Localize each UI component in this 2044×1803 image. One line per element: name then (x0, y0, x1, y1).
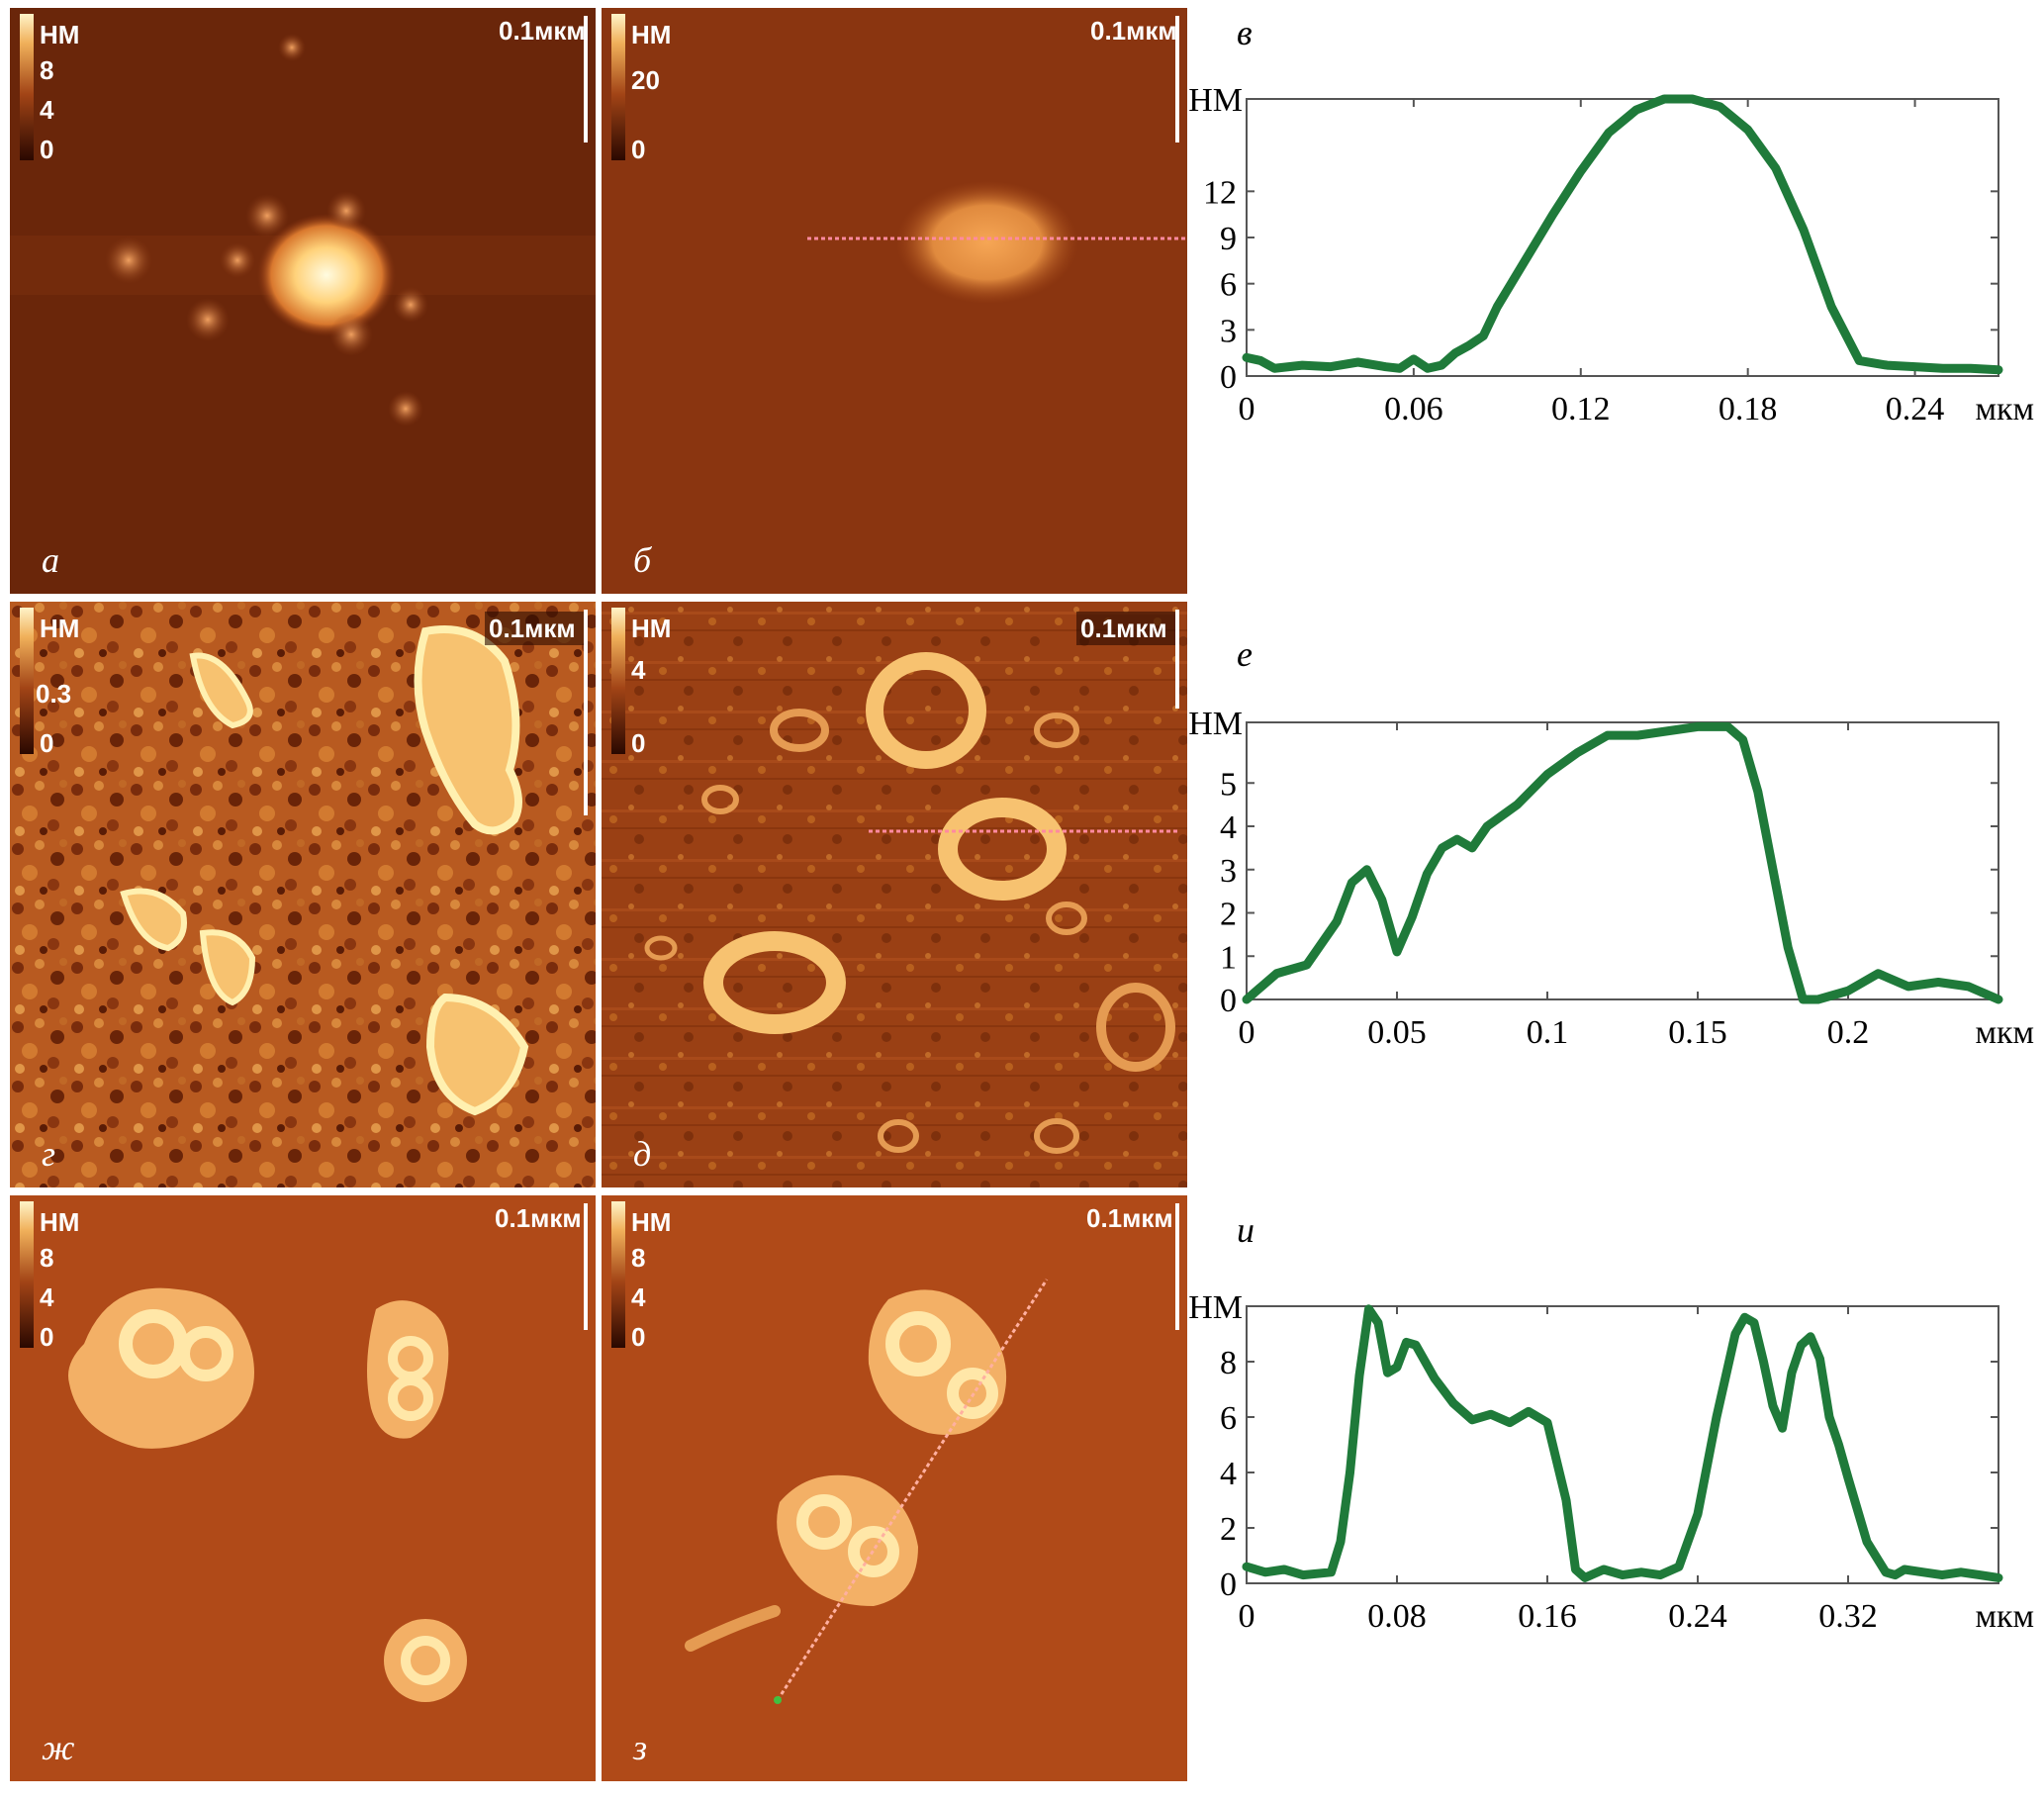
x-tick-label: 0.06 (1384, 391, 1443, 427)
scale-bar (584, 1203, 588, 1330)
scale-bar (1175, 16, 1179, 142)
panel-letter: г (42, 1134, 55, 1174)
colorbar-tick: 0 (40, 728, 53, 758)
height-profile-chart-e: 0 0.05 0.1 0.15 0.2 0 1 2 3 4 5 НМ мкм (1187, 693, 2044, 1108)
y-tick-label: 5 (1220, 766, 1237, 803)
colorbar-tick: 4 (631, 655, 646, 685)
y-tick-label: 12 (1203, 174, 1237, 211)
y-tick-label: 6 (1220, 267, 1237, 304)
colorbar-tick: 4 (40, 1282, 54, 1312)
afm-panel-b: НМ 20 0 0.1мкм б (602, 8, 1187, 594)
chart-letter: е (1237, 634, 1253, 674)
panel-letter: б (633, 540, 653, 580)
colorbar-tick: 0 (40, 135, 53, 164)
afm-panel-a: НМ 8 4 0 0.1мкм а (10, 8, 596, 594)
x-axis-label: мкм (1975, 1014, 2034, 1051)
y-axis-label: НМ (1188, 82, 1243, 119)
colorbar-tick: 20 (631, 65, 660, 95)
panel-letter: з (632, 1728, 647, 1767)
profile-line (1242, 1304, 2003, 1582)
colorbar-tick: 4 (631, 1282, 646, 1312)
y-tick-label: 0 (1220, 1566, 1237, 1603)
afm-panel-d: НМ 4 0 0.1мкм д (602, 602, 1187, 1187)
colorbar-tick: 0 (631, 135, 645, 164)
y-tick-label: 0 (1220, 359, 1237, 396)
colorbar-unit: НМ (631, 1207, 671, 1237)
afm-panel-zh: НМ 8 4 0 0.1мкм ж (10, 1195, 596, 1781)
profile-line (1242, 94, 2003, 375)
y-tick-label: 2 (1220, 897, 1237, 933)
x-tick-label: 0 (1239, 391, 1255, 427)
y-axis-label: НМ (1188, 1289, 1243, 1326)
colorbar-unit: НМ (40, 1207, 79, 1237)
chart-letter: в (1237, 13, 1253, 52)
y-tick-label: 3 (1220, 853, 1237, 890)
x-tick-label: 0.18 (1719, 391, 1778, 427)
plot-frame (1246, 721, 1999, 1000)
colorbar-unit: НМ (40, 20, 79, 49)
scale-bar-label: 0.1мкм (1086, 1203, 1173, 1233)
scale-bar-label: 0.1мкм (489, 614, 576, 643)
scale-bar (584, 610, 588, 815)
scale-bar (1175, 1203, 1179, 1330)
panel-letter: ж (42, 1728, 75, 1767)
colorbar-unit: НМ (631, 614, 671, 643)
x-tick-label: 0.32 (1818, 1598, 1878, 1635)
y-tick-label: 9 (1220, 221, 1237, 257)
plot-frame (1246, 1305, 1999, 1584)
x-tick-label: 0.24 (1886, 391, 1945, 427)
scale-bar-label: 0.1мкм (1090, 16, 1177, 46)
panel-letter: д (633, 1134, 651, 1174)
afm-panel-g: НМ 0.3 0 0.1мкм г (10, 602, 596, 1187)
plot-frame (1246, 98, 1999, 377)
afm-panel-z: НМ 8 4 0 0.1мкм з (602, 1195, 1187, 1781)
x-tick-label: 0.1 (1527, 1014, 1569, 1051)
chart-svg: 0 0.06 0.12 0.18 0.24 0 3 6 9 12 НМ мкм (1188, 82, 2034, 427)
colorbar-tick: 0 (40, 1322, 53, 1352)
colorbar-tick: 0 (631, 728, 645, 758)
y-tick-label: 3 (1220, 313, 1237, 349)
scale-bar-label: 0.1мкм (495, 1203, 582, 1233)
height-profile-chart-v: 0 0.06 0.12 0.18 0.24 0 3 6 9 12 НМ мкм (1187, 69, 2044, 485)
y-tick-label: 6 (1220, 1400, 1237, 1437)
x-tick-label: 0.05 (1367, 1014, 1427, 1051)
y-tick-label: 1 (1220, 939, 1237, 976)
scale-bar (584, 16, 588, 142)
scale-bar-label: 0.1мкм (1080, 614, 1167, 643)
x-tick-label: 0.08 (1367, 1598, 1427, 1635)
y-tick-label: 2 (1220, 1511, 1237, 1548)
scale-bar (1175, 610, 1179, 709)
y-axis-label: НМ (1188, 706, 1243, 742)
chart-svg: 0 0.08 0.16 0.24 0.32 0 2 4 6 8 НМ мкм (1188, 1289, 2034, 1635)
x-axis-label: мкм (1975, 391, 2034, 427)
colorbar-tick: 0 (631, 1322, 645, 1352)
height-profile-chart-i: 0 0.08 0.16 0.24 0.32 0 2 4 6 8 НМ мкм (1187, 1277, 2044, 1692)
colorbar-tick: 0.3 (36, 679, 71, 709)
y-tick-label: 8 (1220, 1345, 1237, 1381)
x-tick-label: 0 (1239, 1014, 1255, 1051)
colorbar-tick: 8 (40, 1243, 53, 1273)
x-tick-label: 0.2 (1827, 1014, 1870, 1051)
y-tick-label: 4 (1220, 1456, 1237, 1492)
colorbar-tick: 8 (631, 1243, 645, 1273)
x-tick-label: 0.15 (1668, 1014, 1727, 1051)
colorbar-tick: 4 (40, 95, 54, 125)
x-tick-label: 0 (1239, 1598, 1255, 1635)
x-axis-label: мкм (1975, 1598, 2034, 1635)
y-tick-label: 0 (1220, 983, 1237, 1019)
x-tick-label: 0.12 (1551, 391, 1611, 427)
colorbar-unit: НМ (40, 614, 79, 643)
panel-letter: а (42, 540, 59, 580)
x-tick-label: 0.16 (1518, 1598, 1577, 1635)
chart-svg: 0 0.05 0.1 0.15 0.2 0 1 2 3 4 5 НМ мкм (1188, 706, 2034, 1051)
scale-bar-label: 0.1мкм (499, 16, 586, 46)
profile-line (1242, 721, 2003, 1004)
colorbar-unit: НМ (631, 20, 671, 49)
colorbar-tick: 8 (40, 55, 53, 85)
y-tick-label: 4 (1220, 809, 1237, 846)
x-tick-label: 0.24 (1668, 1598, 1727, 1635)
chart-letter: и (1237, 1210, 1254, 1250)
